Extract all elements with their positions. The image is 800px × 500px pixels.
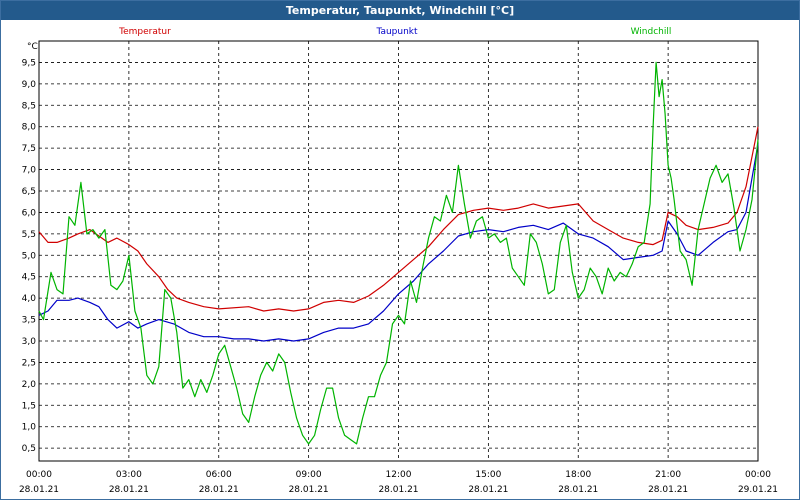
x-tick-time-label: 06:00 [206, 470, 232, 480]
y-tick-label: 5,0 [22, 251, 37, 261]
x-tick-date-label: 28.01.21 [289, 485, 329, 495]
y-tick-label: 3,0 [22, 337, 37, 347]
y-tick-label: 8,0 [22, 123, 37, 133]
y-tick-label: 7,5 [22, 144, 36, 154]
series-line-taupunkt [38, 143, 759, 342]
y-tick-label: 1,0 [22, 423, 37, 433]
x-tick-date-label: 28.01.21 [468, 485, 508, 495]
x-tick-date-label: 28.01.21 [199, 485, 239, 495]
x-tick-date-label: 28.01.21 [558, 485, 598, 495]
x-tick-time-label: 09:00 [296, 470, 322, 480]
y-tick-label: 6,5 [22, 187, 36, 197]
y-tick-label: 0,5 [22, 444, 36, 454]
y-tick-label: 9,5 [22, 58, 36, 68]
y-tick-label: 8,5 [22, 101, 36, 111]
legend-taupunkt: Taupunkt [375, 27, 418, 37]
x-tick-time-label: 15:00 [475, 470, 501, 480]
x-tick-time-label: 18:00 [565, 470, 591, 480]
y-tick-label: 2,0 [22, 380, 37, 390]
y-tick-label: 9,0 [22, 80, 37, 90]
x-tick-time-label: 00:00 [26, 470, 52, 480]
x-tick-time-label: 00:00 [745, 470, 771, 480]
y-tick-label: 5,5 [22, 230, 36, 240]
y-tick-label: 7,0 [22, 166, 37, 176]
y-tick-label: 6,0 [22, 208, 37, 218]
y-tick-label: 3,5 [22, 316, 36, 326]
chart-title: Temperatur, Taupunkt, Windchill [°C] [1, 1, 799, 20]
y-axis-unit-label: °C [27, 42, 38, 52]
legend-temperatur: Temperatur [118, 27, 171, 37]
x-tick-time-label: 12:00 [386, 470, 412, 480]
legend-windchill: Windchill [631, 27, 672, 37]
x-tick-time-label: 21:00 [655, 470, 681, 480]
x-tick-date-label: 28.01.21 [109, 485, 149, 495]
y-tick-label: 1,5 [22, 401, 36, 411]
series-line-windchill [38, 61, 759, 445]
x-tick-date-label: 28.01.21 [19, 485, 59, 495]
y-tick-label: 2,5 [22, 358, 36, 368]
x-tick-time-label: 03:00 [116, 470, 142, 480]
x-tick-date-label: 29.01.21 [738, 485, 778, 495]
x-tick-date-label: 28.01.21 [648, 485, 688, 495]
series-line-temperatur [38, 126, 759, 312]
y-tick-label: 4,5 [22, 273, 36, 283]
x-tick-date-label: 28.01.21 [378, 485, 418, 495]
y-tick-label: 4,0 [22, 294, 37, 304]
